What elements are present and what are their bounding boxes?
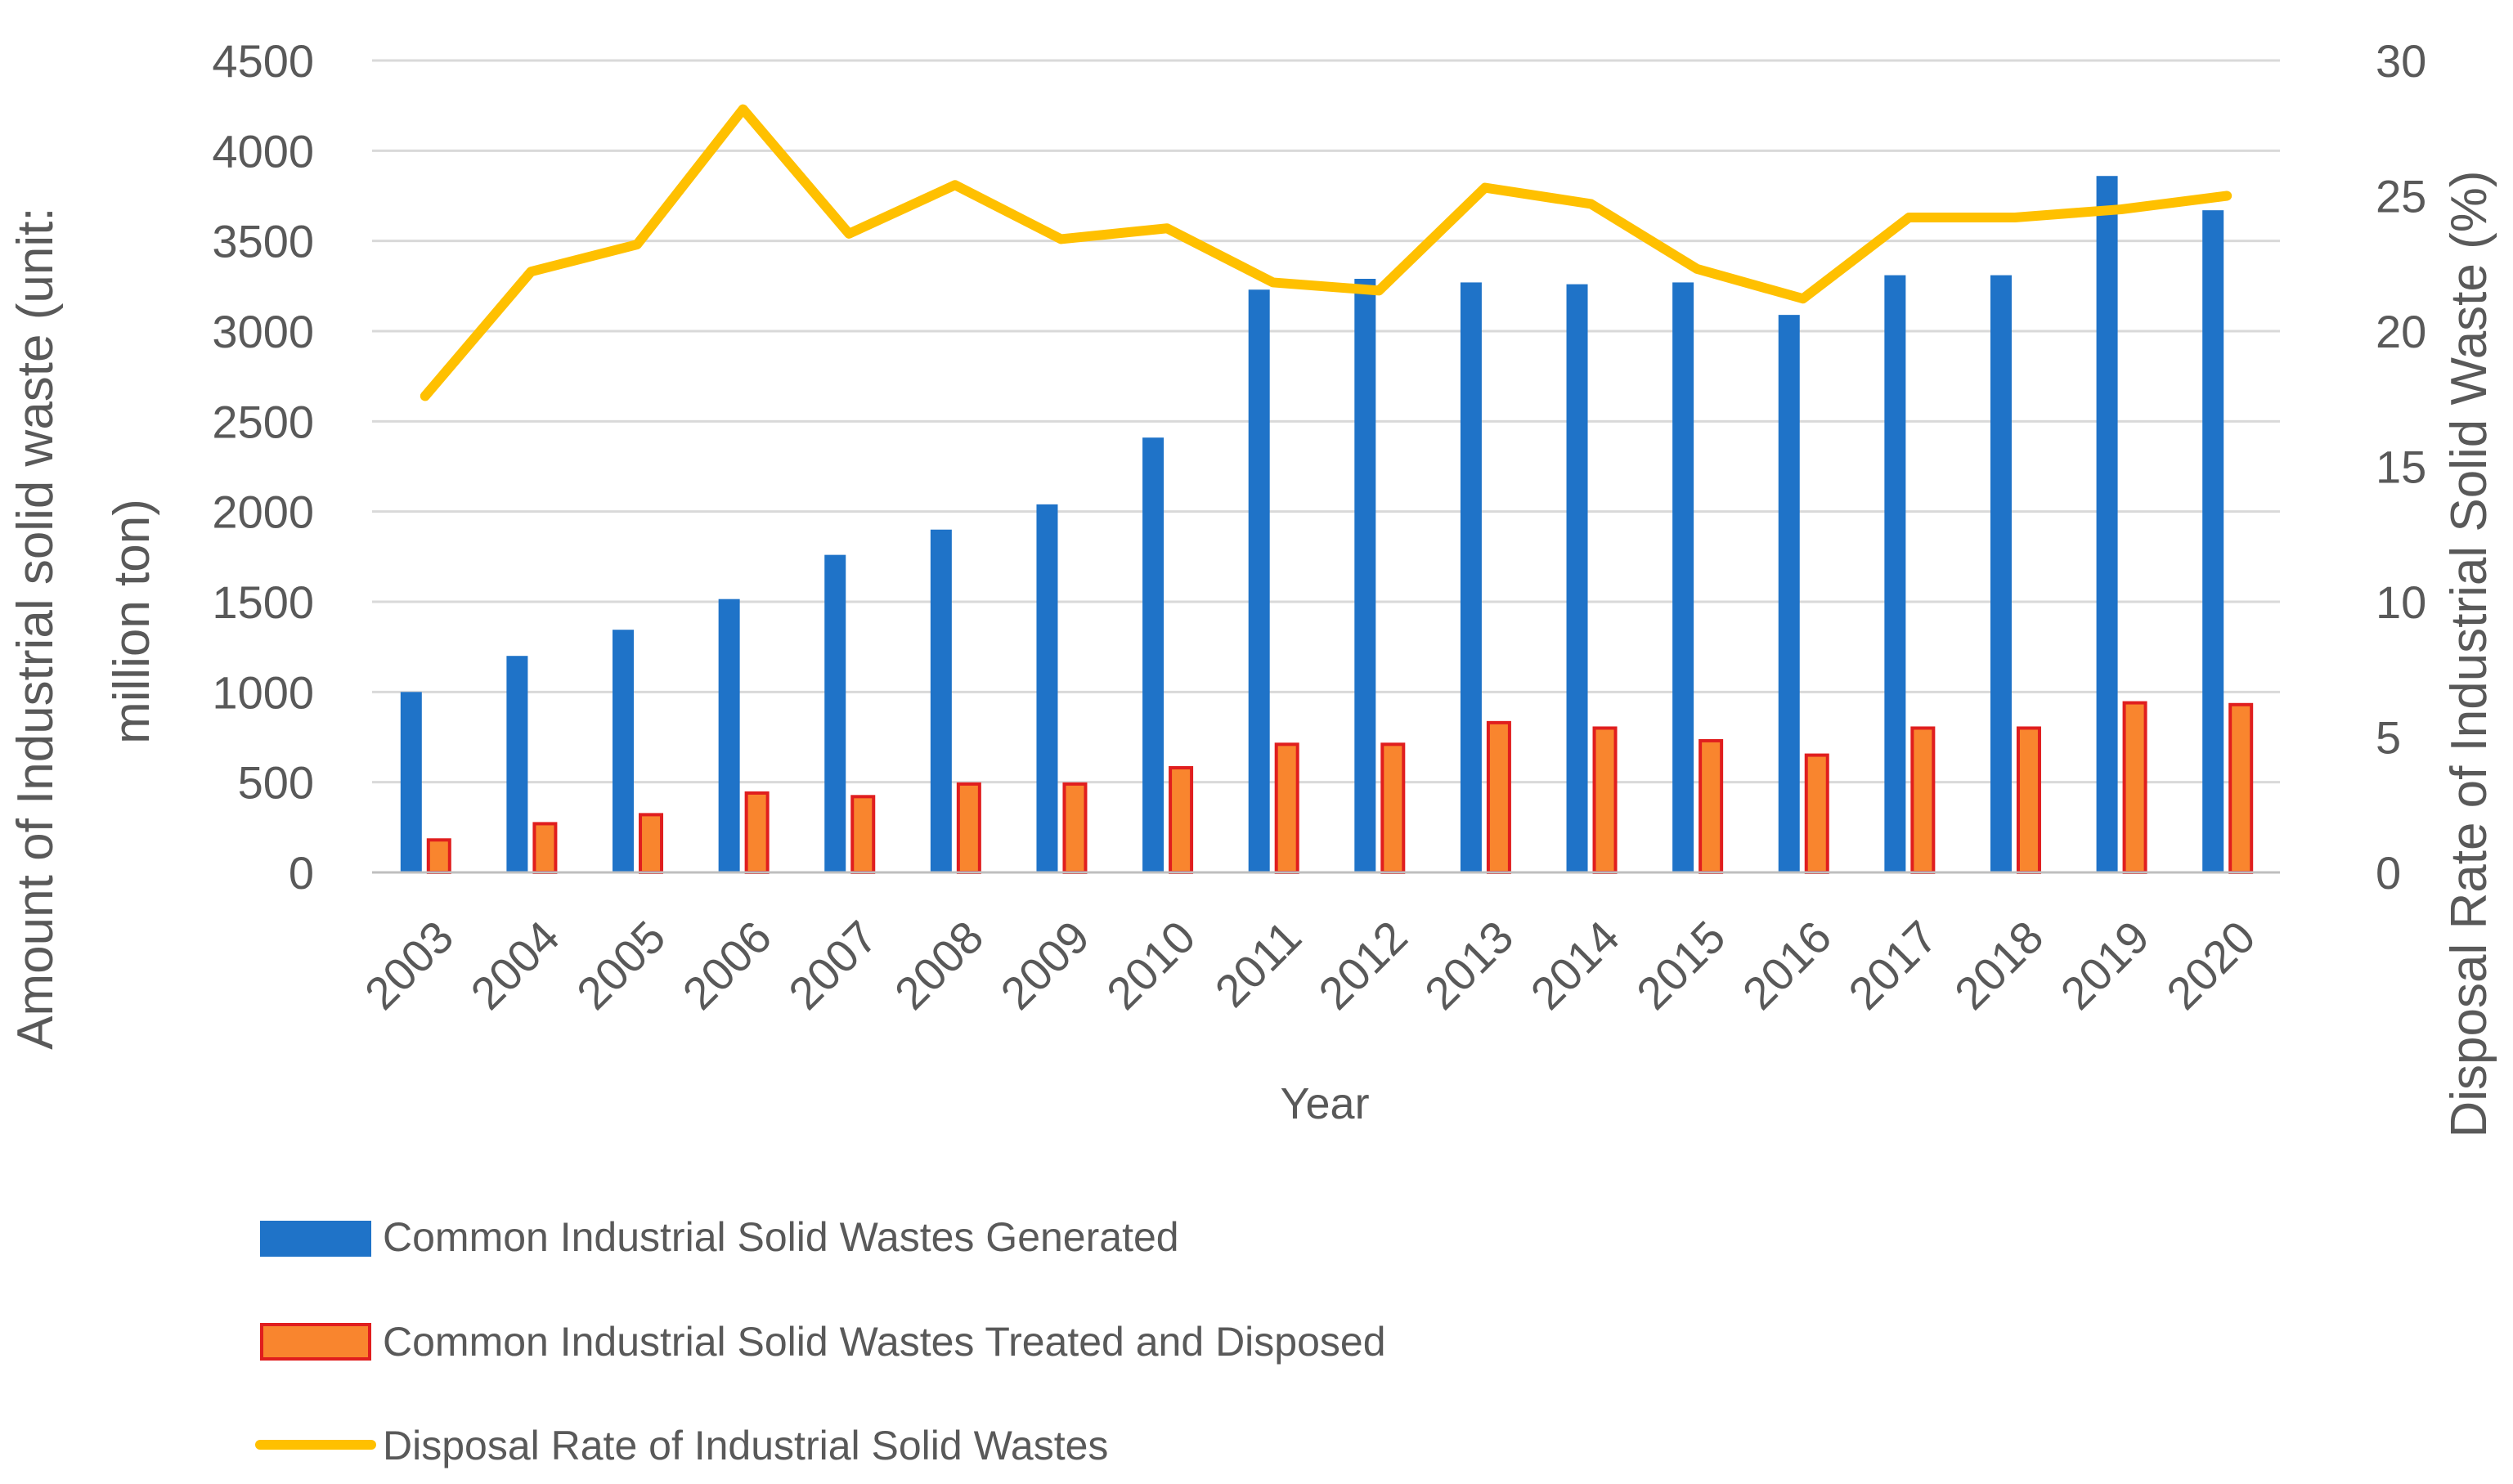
bar-generated-2004 [506, 656, 528, 872]
x-tick-label: 2013 [1415, 911, 1524, 1020]
y-tick-label: 500 [238, 757, 314, 809]
right-axis-label: Disposal Rate of Industrial Solid Waste … [2441, 170, 2497, 1137]
y2-tick-label: 5 [2376, 712, 2401, 764]
y-tick-label: 3500 [212, 216, 314, 267]
y2-tick-label: 25 [2376, 171, 2426, 222]
legend-swatch-treated [260, 1323, 371, 1361]
y-tick-label: 0 [289, 847, 314, 899]
x-tick-label: 2006 [672, 911, 781, 1020]
x-tick-label: 2010 [1097, 911, 1205, 1020]
legend: Common Industrial Solid Wastes Generated… [255, 1214, 1386, 1468]
disposal-rate-line-group [420, 104, 2233, 401]
x-tick-label: 2016 [1733, 911, 1842, 1020]
x-tick-label: 2018 [1945, 911, 2053, 1020]
bar-treated-2007 [850, 795, 876, 875]
x-tick-label: 2005 [567, 911, 675, 1020]
y-tick-label: 2000 [212, 486, 314, 538]
y-tick-label: 1500 [212, 576, 314, 628]
legend-label-generated: Common Industrial Solid Wastes Generated [383, 1214, 1179, 1260]
y-axis-label: Amount of Industrial solid waste (unit: … [7, 193, 160, 1050]
x-tick-label: 2004 [460, 911, 569, 1020]
y2-tick-label: 20 [2376, 306, 2426, 357]
bar-treated-2012 [1380, 742, 1406, 874]
bar-generated-2015 [1672, 282, 1694, 872]
bar-treated-2008 [956, 782, 981, 875]
bar-treated-2004 [532, 822, 558, 874]
bar-generated-2014 [1566, 284, 1588, 872]
x-axis-label: Year [1280, 1079, 1369, 1128]
bar-generated-2010 [1142, 437, 1165, 872]
bar-generated-2012 [1354, 279, 1376, 872]
bar-treated-2003 [426, 838, 451, 875]
bar-generated-2009 [1036, 504, 1058, 872]
bar-treated-2018 [2016, 726, 2041, 875]
gridlines [372, 59, 2280, 784]
y-tick-label: 4500 [212, 35, 314, 87]
y-axis-label-line-1: Amount of Industrial solid waste (unit: [7, 207, 64, 1049]
legend-label-treated: Common Industrial Solid Wastes Treated a… [383, 1319, 1386, 1365]
legend-swatch-generated [260, 1221, 371, 1257]
y2-tick-label: 10 [2376, 576, 2426, 628]
x-tick-label: 2020 [2156, 911, 2265, 1020]
bar-generated-2008 [930, 529, 952, 872]
legend-item-rate: Disposal Rate of Industrial Solid Wastes [255, 1423, 1108, 1468]
right-axis-ticks: 0 5 10 15 20 25 30 [2376, 35, 2426, 899]
bar-treated-2017 [1910, 726, 1936, 875]
left-axis-ticks: 0 500 1000 1500 2000 2500 3000 3500 4000 4500 [212, 35, 314, 899]
y-tick-label: 1000 [212, 666, 314, 718]
bar-treated-2013 [1486, 720, 1511, 875]
bar-treated-2015 [1699, 738, 1724, 874]
bar-generated-2018 [1990, 275, 2012, 872]
bar-generated-2005 [613, 630, 635, 872]
x-tick-label: 2009 [990, 911, 1099, 1020]
bar-treated-2011 [1274, 742, 1299, 874]
y-axis-label-line-2: million ton) [104, 499, 160, 744]
y2-tick-label: 15 [2376, 442, 2426, 493]
bar-treated-2010 [1169, 766, 1194, 874]
x-tick-label: 2017 [1838, 911, 1947, 1020]
x-tick-label: 2019 [2050, 911, 2159, 1020]
bar-treated-2016 [1804, 753, 1829, 874]
legend-label-rate: Disposal Rate of Industrial Solid Wastes [383, 1423, 1108, 1468]
x-tick-label: 2011 [1205, 911, 1311, 1017]
disposal-rate-line [420, 104, 2233, 401]
x-tick-label: 2007 [779, 911, 887, 1020]
bar-treated-2019 [2122, 701, 2147, 874]
bar-treated-2020 [2228, 702, 2254, 875]
x-tick-label: 2014 [1520, 911, 1629, 1020]
y-tick-label: 3000 [212, 306, 314, 357]
bar-generated-2003 [400, 692, 422, 872]
bar-generated-2019 [2096, 176, 2118, 872]
bar-generated-2006 [718, 599, 740, 872]
legend-item-treated: Common Industrial Solid Wastes Treated a… [260, 1319, 1386, 1365]
bar-treated-2006 [744, 791, 770, 875]
legend-item-generated: Common Industrial Solid Wastes Generated [260, 1214, 1179, 1260]
y2-tick-label: 0 [2376, 847, 2401, 899]
bar-treated-2009 [1062, 782, 1088, 875]
bar-generated-2016 [1778, 315, 1800, 872]
x-tick-label: 2008 [885, 911, 994, 1020]
bars [400, 176, 2254, 875]
bar-generated-2007 [824, 554, 846, 872]
bar-treated-2005 [639, 813, 664, 874]
x-tick-label: 2012 [1308, 911, 1417, 1020]
bar-treated-2014 [1592, 726, 1618, 875]
y2-tick-label: 30 [2376, 35, 2426, 87]
bar-generated-2011 [1248, 289, 1270, 872]
x-tick-label: 2015 [1627, 911, 1735, 1020]
y-tick-label: 2500 [212, 396, 314, 447]
x-tick-label: 2003 [355, 911, 464, 1020]
y-tick-label: 4000 [212, 125, 314, 177]
bar-generated-2017 [1884, 275, 1906, 872]
bar-generated-2020 [2202, 210, 2224, 872]
bar-generated-2013 [1460, 282, 1482, 872]
